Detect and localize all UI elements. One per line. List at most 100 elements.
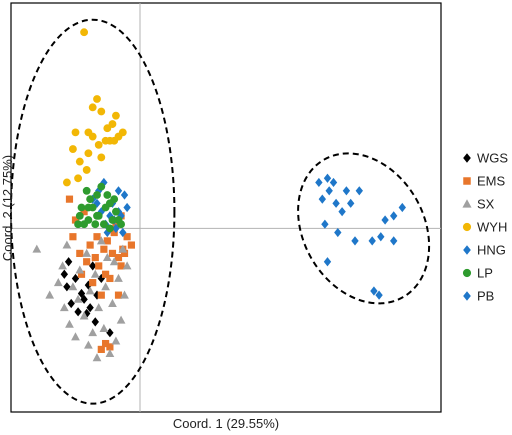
point-sx — [79, 311, 89, 320]
point-ems — [95, 262, 103, 270]
point-sx — [68, 282, 78, 291]
point-ems — [86, 241, 94, 249]
point-sx — [88, 328, 98, 337]
point-ems — [127, 241, 135, 249]
point-sx — [94, 303, 104, 312]
legend-label-ems: EMS — [477, 174, 506, 189]
point-wgs — [74, 307, 82, 317]
point-ems — [76, 249, 84, 257]
point-sx — [92, 353, 102, 362]
point-pb — [321, 219, 329, 229]
point-wgs — [63, 282, 71, 292]
point-ems — [83, 258, 91, 266]
point-sx — [99, 323, 109, 332]
point-sx — [109, 257, 119, 266]
point-wgs — [106, 328, 114, 338]
point-pb — [338, 207, 346, 217]
point-ems — [108, 249, 117, 257]
point-hng — [119, 227, 127, 238]
point-sx — [73, 294, 83, 303]
point-lp — [97, 182, 106, 191]
legend-label-lp: LP — [477, 266, 493, 281]
point-pb — [390, 236, 398, 246]
legend-label-sx: SX — [477, 197, 495, 212]
data-points — [32, 28, 406, 362]
point-lp — [110, 195, 119, 204]
point-wyh — [93, 95, 101, 103]
point-ems — [103, 237, 111, 245]
point-pb — [355, 186, 363, 196]
point-sx — [85, 286, 95, 295]
point-pb — [334, 227, 342, 238]
point-wyh — [75, 157, 84, 166]
point-pb — [318, 194, 326, 204]
point-sx — [71, 332, 80, 341]
point-ems — [93, 233, 101, 241]
point-sx — [111, 336, 121, 345]
point-lp — [105, 224, 114, 233]
point-sx — [75, 265, 85, 274]
point-pb — [370, 286, 378, 296]
point-wyh — [97, 153, 106, 162]
point-ems — [97, 345, 105, 353]
x-axis-label: Coord. 1 (29.55%) — [173, 416, 279, 431]
point-pb — [351, 236, 359, 246]
point-pb — [323, 257, 332, 267]
point-sx — [120, 290, 129, 299]
point-ems — [102, 339, 110, 348]
point-pb — [329, 177, 338, 188]
point-ems — [69, 233, 77, 241]
point-ems — [102, 270, 110, 278]
point-ems — [120, 249, 129, 257]
point-wyh — [112, 111, 120, 120]
point-wyh — [84, 149, 93, 158]
point-wyh — [94, 140, 103, 149]
point-sx — [90, 269, 100, 278]
point-wyh — [62, 178, 71, 187]
point-pb — [398, 202, 406, 213]
point-hng — [114, 186, 123, 196]
point-ems — [110, 228, 118, 237]
point-sx — [114, 273, 123, 282]
point-wyh — [74, 174, 82, 183]
point-pb — [323, 173, 332, 183]
point-sx — [65, 319, 74, 328]
point-wgs — [89, 261, 97, 271]
legend-marker-hng — [463, 245, 471, 255]
point-hng — [123, 202, 131, 213]
point-wyh — [108, 120, 117, 128]
point-ems — [123, 233, 131, 241]
point-sx — [118, 244, 128, 253]
point-sx — [84, 340, 93, 349]
point-lp — [99, 220, 108, 229]
point-ems — [117, 262, 125, 270]
point-lp — [93, 191, 101, 199]
plot-frame — [10, 2, 442, 413]
point-ems — [89, 279, 97, 287]
point-pb — [332, 198, 340, 208]
point-wyh — [84, 128, 93, 137]
legend-marker-wgs — [463, 153, 471, 163]
point-wgs — [80, 294, 88, 304]
point-sx — [122, 261, 132, 270]
point-sx — [82, 248, 92, 257]
point-pb — [325, 186, 333, 196]
point-wyh — [71, 128, 80, 137]
point-ems — [114, 291, 123, 299]
point-sx — [58, 261, 67, 270]
point-lp — [91, 220, 100, 229]
point-wyh — [80, 28, 89, 37]
point-wgs — [91, 317, 99, 327]
point-hng — [103, 227, 111, 238]
point-ems — [65, 195, 74, 203]
point-sx — [53, 278, 63, 287]
y-axis-label: Coord. 2 (12.75%) — [0, 155, 15, 261]
point-lp — [108, 216, 117, 224]
point-lp — [77, 203, 86, 212]
point-pb — [347, 198, 355, 208]
point-wyh — [82, 166, 91, 174]
legend-marker-sx — [462, 199, 472, 208]
point-sx — [116, 315, 126, 324]
point-lp — [93, 211, 101, 220]
